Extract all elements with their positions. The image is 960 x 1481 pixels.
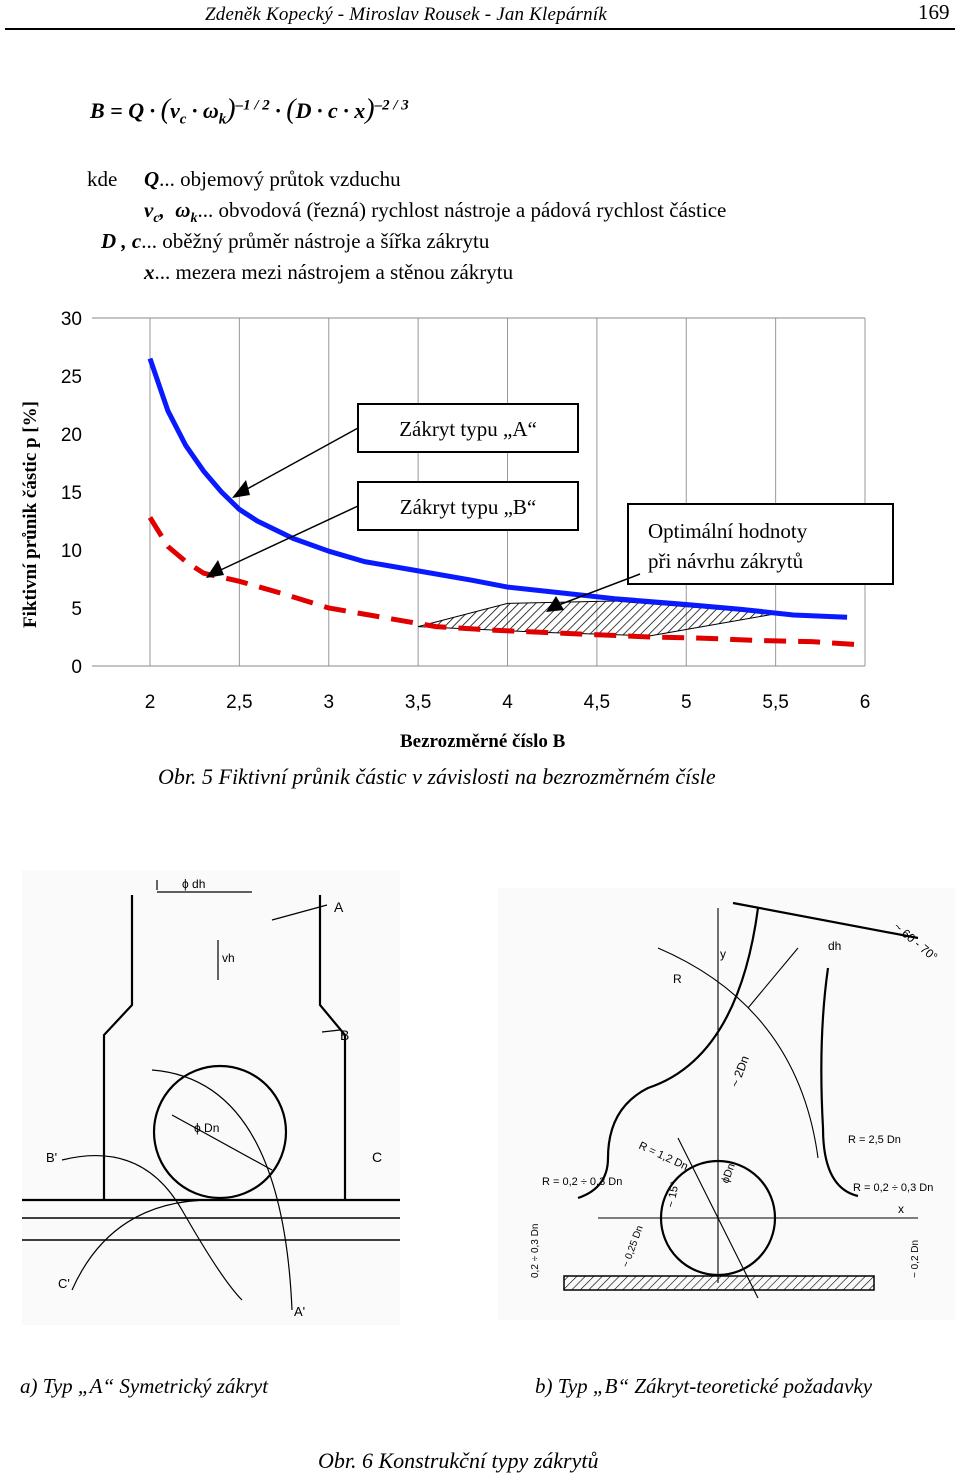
header-authors: Zdeněk Kopecký - Miroslav Rousek - Jan K…	[205, 4, 607, 25]
series-type-a-line	[147, 357, 848, 620]
label-c-prime: C'	[58, 1276, 70, 1291]
def-symbol: Q	[144, 167, 160, 191]
hood-left-wall	[102, 895, 134, 1200]
kde-label: kde	[87, 167, 118, 191]
definition-q: Q... objemový průtok vzduchu	[144, 164, 401, 195]
label-b: B	[340, 1027, 349, 1043]
label-c: C	[372, 1149, 382, 1165]
label-x: x	[898, 1202, 904, 1216]
x-axis-title-text: Bezrozměrné číslo B	[400, 731, 566, 752]
label-gap-left: 0,2 ÷ 0,3 Dn	[530, 1224, 541, 1278]
definition-vc: vc, ωk... obvodová (řezná) rychlost nást…	[144, 195, 726, 234]
angle-15-line	[677, 1137, 759, 1299]
leader-a	[271, 904, 328, 921]
x-tick-label: 4	[502, 692, 513, 713]
y-tick-label: 15	[61, 483, 82, 504]
figure6-caption: Obr. 6 Konstrukční typy zákrytů	[318, 1448, 599, 1473]
arrowhead-optimal	[546, 596, 564, 612]
label-dh: ϕ dh	[182, 877, 205, 891]
hood-right-wall	[318, 895, 347, 1200]
y-tick-label: 0	[71, 657, 82, 678]
label-dn: ϕ Dn	[194, 1121, 219, 1135]
x-tick-label: 6	[860, 692, 871, 713]
y-tick-label: 25	[61, 367, 82, 388]
x-tick-label: 3	[323, 692, 334, 713]
label-dh-b: dh	[828, 939, 841, 953]
tool-circle	[152, 1064, 288, 1200]
drawing-type-b: ~ 60 - 70° dh y R ~ 2Dn R = 1,2 Dn R = 2…	[498, 888, 955, 1320]
x-tick-label: 5	[681, 692, 692, 713]
annotation-type-a: Zákryt typu „A“	[399, 417, 537, 441]
label-r02-right: R = 0,2 ÷ 0,3 Dn	[853, 1182, 933, 1194]
annotation-box-optimal	[627, 503, 894, 585]
subcaption-b: b) Typ „B“ Zákryt-teoretické požadavky	[535, 1374, 873, 1398]
x-tick-label: 2	[145, 692, 156, 713]
series-type-b-line	[147, 516, 866, 648]
def-symbol: x	[144, 260, 155, 284]
annotation-optimal-1: Optimální hodnoty	[648, 519, 808, 543]
arrowhead-a	[232, 480, 250, 498]
def-symbol: vc, ωk	[144, 198, 198, 227]
figure5-caption: Obr. 5 Fiktivní průnik částic v závislos…	[158, 764, 716, 789]
annotation-type-b: Zákryt typu „B“	[400, 495, 536, 519]
definition-d: D , c... oběžný průměr nástroje a šířka …	[101, 226, 489, 257]
x-tick-label: 4,5	[584, 692, 610, 713]
hood-left-profile	[577, 907, 760, 1200]
leader-line-b	[211, 505, 359, 575]
definition-x: x... mezera mezi nástrojem a stěnou zákr…	[144, 257, 513, 288]
chart: 0 5 10 15 20 25 30 2 2,5 3 3,5 4 4,5 5 5,5 6 Zákryt ty…	[61, 309, 894, 713]
y-tick-label: 10	[61, 541, 82, 562]
label-r25: R = 2,5 Dn	[848, 1134, 901, 1146]
y-tick-label: 30	[61, 309, 82, 330]
y-tick-labels: 0 5 10 15 20 25 30	[61, 309, 82, 678]
subcaption-a: a) Typ „A“ Symetrický zákryt	[20, 1374, 269, 1398]
label-r: R	[673, 972, 682, 986]
formula: B = Q · (vc · ωk)–1 / 2 · (D · c · x)–2 …	[90, 94, 409, 128]
annotation-optimal-2: při návrhu zákrytů	[648, 549, 804, 573]
def-text: ... mezera mezi nástrojem a stěnou zákry…	[154, 260, 514, 284]
header-divider	[5, 28, 955, 30]
label-gap-right: ~ 0,2 Dn	[910, 1240, 921, 1278]
def-text: ... oběžný průměr nástroje a šířka zákry…	[141, 229, 490, 253]
trajectory-a-prime	[151, 1069, 293, 1311]
trajectory-c-prime	[71, 1199, 213, 1291]
x-tick-labels: 2 2,5 3 3,5 4 4,5 5 5,5 6	[145, 692, 871, 713]
label-vh: vh	[222, 951, 235, 965]
label-y: y	[720, 947, 726, 961]
y-axis-title: Fiktivní průnik částic p [%]	[20, 401, 41, 628]
drawing-type-a: ϕ dh vh A B ϕ Dn B' C C' A'	[22, 870, 400, 1325]
page-number: 169	[918, 0, 950, 24]
workpiece-b	[563, 1275, 875, 1291]
label-r02-left: R = 0,2 ÷ 0,3 Dn	[542, 1176, 622, 1188]
x-tick-label: 2,5	[226, 692, 252, 713]
annotation-box-b	[357, 481, 579, 531]
leader-line-a	[237, 427, 359, 495]
label-a: A	[334, 899, 344, 915]
x-tick-label: 5,5	[762, 692, 788, 713]
leader-b	[321, 1029, 341, 1033]
leader-line-optimal	[555, 573, 641, 607]
label-b-prime: B'	[46, 1150, 57, 1165]
drawing-a-background	[22, 870, 400, 1325]
definitions-kde: kde	[87, 164, 117, 195]
def-text: ... obvodová (řezná) rychlost nástroje a…	[197, 198, 727, 222]
diameter-line	[171, 1114, 273, 1171]
label-15deg: ~ 15°	[665, 1181, 681, 1209]
y-tick-label: 5	[71, 599, 82, 620]
label-a-prime: A'	[294, 1304, 305, 1319]
def-symbol: D , c	[101, 229, 142, 253]
x-axis-title: Bezrozměrné číslo B	[400, 731, 565, 753]
x-tick-label: 3,5	[405, 692, 431, 713]
y-tick-label: 20	[61, 425, 82, 446]
trajectory-b-prime	[61, 1154, 243, 1301]
annotation-box-a	[357, 403, 579, 453]
two-dn-dim	[747, 947, 799, 1009]
hood-opening	[732, 901, 919, 940]
def-text: ... objemový průtok vzduchu	[159, 167, 401, 191]
arrowhead-b	[206, 560, 224, 578]
hood-right-profile	[820, 967, 859, 1198]
drawing-b-background	[498, 888, 955, 1320]
radius-r-arc	[657, 947, 819, 1159]
